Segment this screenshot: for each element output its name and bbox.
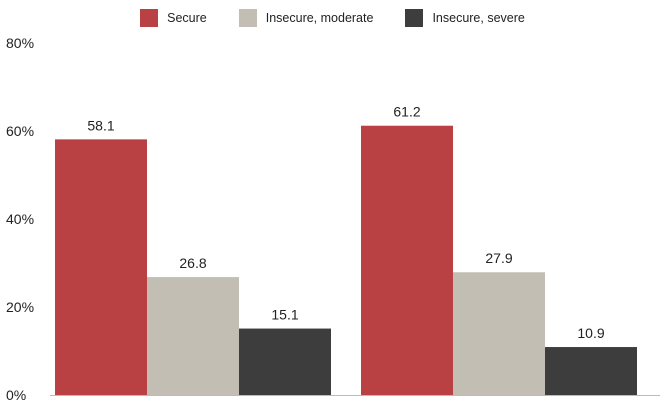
bar	[453, 272, 545, 395]
legend-label-insecure-severe: Insecure, severe	[432, 11, 525, 25]
y-tick-label: 80%	[6, 35, 34, 51]
bar	[239, 328, 331, 395]
legend-item-insecure-moderate: Insecure, moderate	[238, 9, 374, 27]
data-label: 58.1	[87, 117, 114, 133]
legend-item-secure: Secure	[140, 9, 207, 27]
data-label: 61.2	[393, 104, 420, 120]
bar	[545, 347, 637, 395]
data-label: 27.9	[485, 250, 512, 266]
bar	[55, 139, 147, 395]
legend-label-insecure-moderate: Insecure, moderate	[265, 11, 374, 25]
legend-swatch-insecure-moderate	[238, 9, 257, 27]
data-label: 26.8	[179, 255, 206, 271]
legend-swatch-secure	[140, 9, 159, 27]
y-tick-label: 60%	[6, 123, 34, 139]
legend-swatch-insecure-severe	[405, 9, 424, 27]
data-label: 15.1	[271, 307, 298, 323]
y-tick-label: 40%	[6, 211, 34, 227]
bar	[361, 125, 453, 395]
chart-legend: Secure Insecure, moderate Insecure, seve…	[0, 9, 665, 27]
legend-item-insecure-severe: Insecure, severe	[405, 9, 525, 27]
y-tick-label: 0%	[6, 387, 26, 402]
bar	[147, 277, 239, 395]
y-tick-label: 20%	[6, 299, 34, 315]
legend-label-secure: Secure	[167, 11, 207, 25]
data-label: 10.9	[577, 325, 604, 341]
